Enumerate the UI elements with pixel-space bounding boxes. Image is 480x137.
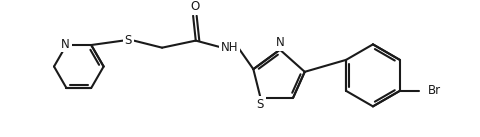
Text: O: O: [190, 0, 199, 13]
Text: S: S: [256, 98, 264, 111]
Text: N: N: [275, 36, 284, 49]
Text: NH: NH: [220, 41, 238, 54]
Text: Br: Br: [427, 84, 440, 97]
Text: N: N: [61, 38, 70, 51]
Text: S: S: [124, 34, 132, 47]
